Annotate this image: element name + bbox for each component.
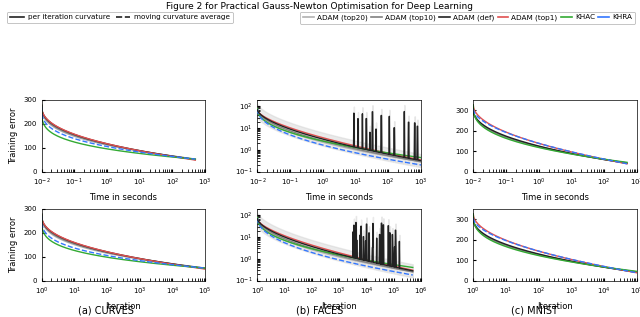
Text: (b) FACES: (b) FACES xyxy=(296,306,344,316)
X-axis label: Iteration: Iteration xyxy=(106,302,141,311)
X-axis label: Time in seconds: Time in seconds xyxy=(305,193,373,202)
Text: (a) CURVES: (a) CURVES xyxy=(77,306,134,316)
X-axis label: Time in seconds: Time in seconds xyxy=(521,193,589,202)
Text: (c) MNIST: (c) MNIST xyxy=(511,306,558,316)
Legend: ADAM (top20), ADAM (top10), ADAM (def), ADAM (top1), KHAC, KHRA: ADAM (top20), ADAM (top10), ADAM (def), … xyxy=(300,11,635,24)
Legend: per iteration curvature, moving curvature average: per iteration curvature, moving curvatur… xyxy=(7,11,233,23)
X-axis label: Iteration: Iteration xyxy=(537,302,573,311)
Y-axis label: Training error: Training error xyxy=(9,217,18,273)
X-axis label: Time in seconds: Time in seconds xyxy=(90,193,157,202)
Text: Figure 2 for Practical Gauss-Newton Optimisation for Deep Learning: Figure 2 for Practical Gauss-Newton Opti… xyxy=(166,2,474,10)
Y-axis label: Training error: Training error xyxy=(9,107,18,164)
X-axis label: Iteration: Iteration xyxy=(321,302,357,311)
